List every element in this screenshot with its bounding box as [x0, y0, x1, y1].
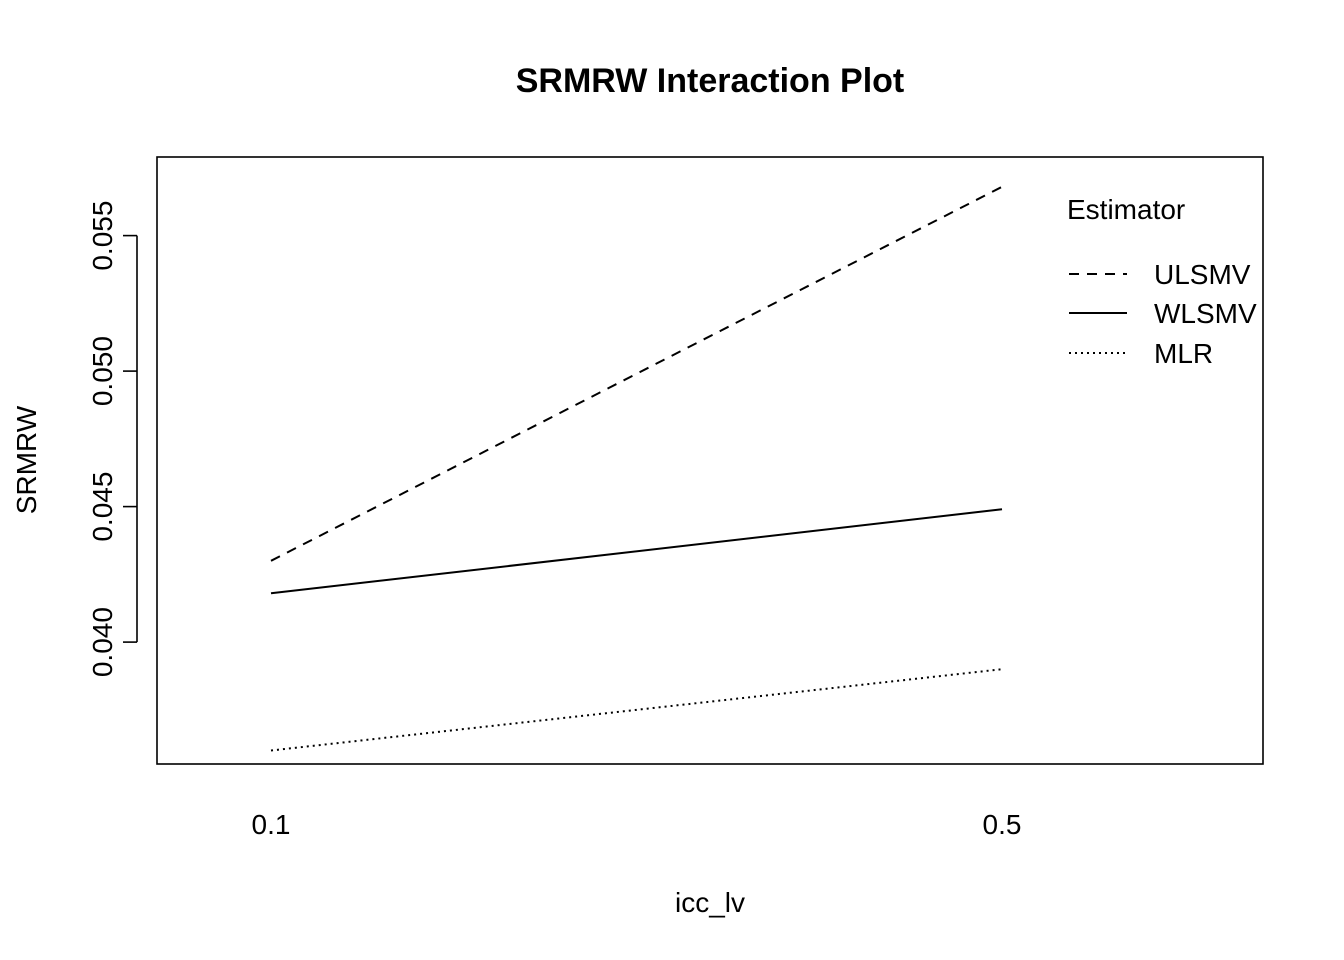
plot-frame	[156, 156, 1264, 765]
y-tick-label: 0.055	[87, 201, 118, 271]
series-line-wlsmv	[270, 508, 1003, 595]
y-axis: 0.040 0.045 0.050 0.055	[87, 201, 138, 677]
y-tick-label: 0.045	[87, 472, 118, 542]
y-tick-label: 0.040	[87, 607, 118, 677]
legend-label-wlsmv: WLSMV	[1154, 298, 1257, 329]
legend-label-mlr: MLR	[1154, 338, 1213, 369]
x-axis-label: icc_lv	[675, 887, 745, 918]
legend-title: Estimator	[1067, 194, 1185, 225]
series-line-ulsmv	[270, 185, 1003, 562]
legend: Estimator ULSMV WLSMV MLR	[1067, 194, 1257, 369]
x-tick-label: 0.5	[983, 809, 1022, 840]
chart-title: SRMRW Interaction Plot	[516, 62, 905, 100]
x-tick-label: 0.1	[252, 809, 291, 840]
legend-label-ulsmv: ULSMV	[1154, 259, 1251, 290]
series-layer	[270, 185, 1003, 752]
y-tick-label: 0.050	[87, 336, 118, 406]
x-axis: 0.1 0.5	[252, 809, 1022, 840]
y-axis-label: SRMRW	[11, 405, 42, 514]
series-line-mlr	[270, 668, 1003, 752]
